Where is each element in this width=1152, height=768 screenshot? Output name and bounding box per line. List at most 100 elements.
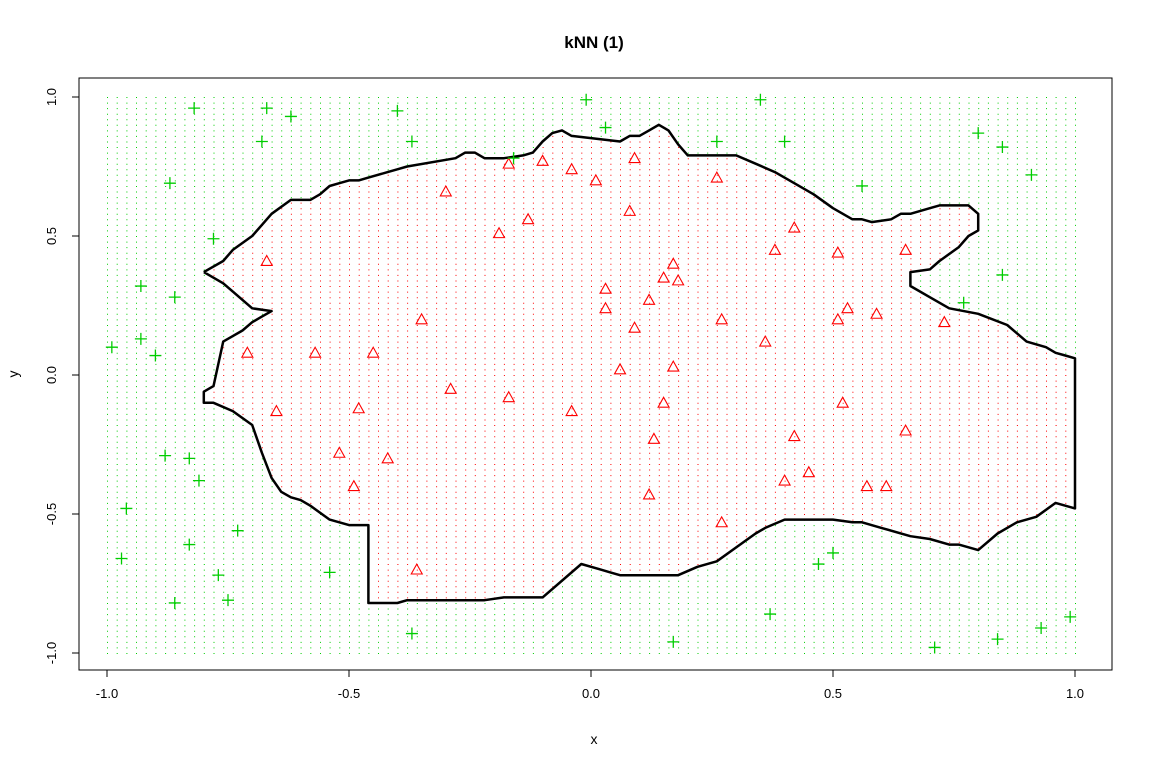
plus-point <box>667 635 680 648</box>
plus-point <box>183 452 196 465</box>
triangle-point <box>758 335 772 347</box>
plus-point <box>212 569 225 582</box>
y-tick-label: 0.0 <box>44 366 59 384</box>
triangle-point <box>671 273 685 286</box>
triangle-point <box>410 562 424 575</box>
triangle-point <box>860 479 874 492</box>
plus-point <box>260 102 273 115</box>
chart-title: kNN (1) <box>564 33 624 52</box>
plus-point <box>991 633 1004 646</box>
triangle-point <box>628 151 641 164</box>
triangle-point <box>879 479 893 492</box>
triangle-point <box>502 390 516 403</box>
plus-point <box>928 641 941 654</box>
triangle-point <box>841 301 854 314</box>
triangle-point <box>768 243 782 255</box>
triangle-point <box>444 382 458 394</box>
y-tick-label: -0.5 <box>44 503 59 525</box>
plus-point <box>134 280 147 293</box>
triangle-point <box>240 346 254 358</box>
plus-point <box>827 546 839 559</box>
grid-dots-outside <box>107 97 1076 654</box>
triangle-point <box>521 212 535 225</box>
plus-point <box>856 179 869 192</box>
plus-point <box>105 341 118 354</box>
decision-boundary-line <box>202 123 1077 605</box>
triangle-point <box>599 301 612 314</box>
triangle-point <box>492 226 506 239</box>
triangle-point <box>831 312 845 325</box>
x-tick-label: -1.0 <box>96 686 118 701</box>
triangle-point <box>870 307 883 319</box>
y-tick-label: -1.0 <box>44 642 59 664</box>
plus-point <box>192 474 205 487</box>
x-tick-label: 1.0 <box>1066 686 1084 701</box>
triangle-point <box>565 162 579 175</box>
triangle-point <box>710 170 724 183</box>
x-tick-label: -0.5 <box>338 686 360 701</box>
plus-point <box>207 232 220 245</box>
triangle-point <box>565 404 579 417</box>
triangle-point <box>802 465 816 478</box>
triangle-point <box>899 243 913 255</box>
triangle-point <box>778 474 792 486</box>
triangle-point <box>439 184 453 197</box>
plus-point <box>764 608 777 621</box>
plus-point <box>188 102 201 115</box>
triangle-point <box>536 154 550 166</box>
plus-point <box>323 566 336 579</box>
triangle-point <box>332 446 346 458</box>
triangle-point <box>836 396 850 408</box>
y-tick-label: 1.0 <box>44 88 59 106</box>
triangle-point <box>647 432 661 444</box>
x-tick-label: 0.5 <box>824 686 842 701</box>
grid-dots-inside <box>203 130 1067 604</box>
plus-point <box>599 121 612 134</box>
triangle-point <box>347 479 361 492</box>
triangle-point <box>831 246 845 258</box>
plus-point <box>183 538 196 551</box>
triangle-point <box>381 451 395 464</box>
triangle-point <box>352 401 366 414</box>
x-axis: -1.0 -0.5 0.0 0.5 1.0 <box>96 669 1084 701</box>
decision-boundary-layer <box>202 123 1077 605</box>
triangle-point <box>599 282 612 294</box>
x-tick-label: 0.0 <box>582 686 600 701</box>
plus-point <box>168 596 181 609</box>
plus-point <box>222 594 234 607</box>
plus-point <box>754 93 767 106</box>
plus-point <box>284 110 297 123</box>
triangle-point <box>787 429 801 442</box>
plus-point <box>405 135 418 148</box>
triangle-point <box>657 396 671 408</box>
plus-point <box>391 104 404 117</box>
triangle-point <box>642 293 656 305</box>
triangle-point <box>657 271 671 283</box>
plus-point <box>163 177 176 190</box>
plus-point <box>996 141 1009 154</box>
plus-point <box>580 93 593 106</box>
triangle-point <box>666 257 680 269</box>
data-points-layer <box>105 93 1077 654</box>
triangle-point <box>666 360 680 372</box>
plus-point <box>507 152 520 165</box>
triangle-point <box>937 315 951 328</box>
triangle-point <box>715 312 729 325</box>
triangle-point <box>787 221 801 233</box>
triangle-point <box>589 173 603 186</box>
plus-point <box>812 558 825 571</box>
classification-grid <box>107 97 1076 654</box>
y-axis-label: y <box>5 371 21 378</box>
plus-point <box>957 296 970 309</box>
plus-point <box>159 449 172 462</box>
plus-point <box>168 291 181 304</box>
plus-point <box>115 552 128 565</box>
triangle-point <box>642 487 656 500</box>
triangle-point <box>715 515 729 528</box>
x-axis-label: x <box>591 731 598 747</box>
plus-point <box>1025 168 1038 181</box>
plus-point <box>778 135 791 148</box>
y-axis: -1.0 -0.5 0.0 0.5 1.0 <box>44 88 80 664</box>
triangle-point <box>899 423 913 436</box>
